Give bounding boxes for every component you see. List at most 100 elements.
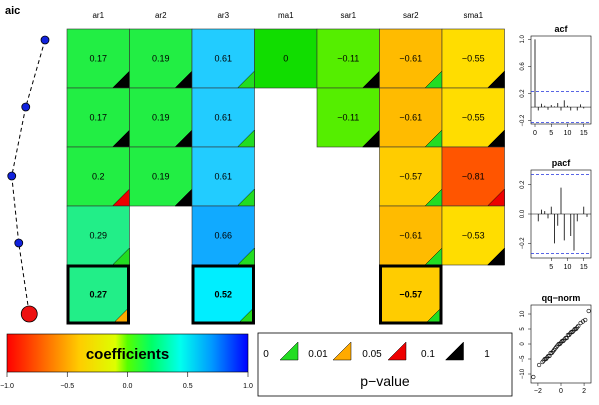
pacf-y-tick-label: −0.2 [520, 237, 526, 250]
pvalue-legend-triangle [387, 341, 407, 361]
pvalue-legend: 0 0.01 0.05 0.1 1 p−value [257, 332, 513, 397]
coefficient-cell [316, 28, 380, 89]
coefficient-value: 0.66 [214, 231, 232, 241]
aic-point [21, 102, 31, 112]
colorbar-tick-label: 0.0 [123, 383, 133, 390]
coefficient-cell [191, 264, 255, 325]
qq-y-tick-label: 0 [520, 342, 526, 346]
pvalue-triangle [486, 247, 505, 266]
coefficient-cell [441, 205, 505, 266]
colorbar-tick-label: 0.5 [183, 383, 193, 390]
pvalue-legend-title: p−value [360, 373, 410, 389]
coefficient-cell [129, 146, 193, 207]
qq-point [576, 323, 581, 329]
coefficient-cell [316, 87, 380, 148]
colorbar-tick-label: −0.5 [60, 383, 74, 390]
pvalue-label: 1 [484, 349, 490, 360]
coefficient-cell [254, 28, 318, 89]
coefficient-value: 0.27 [89, 290, 107, 300]
coefficient-cell [379, 146, 443, 207]
acf-y-tick-label: 0.6 [520, 62, 526, 71]
pacf-y-tick-label: 0.2 [520, 180, 526, 189]
coefficient-cell [66, 87, 130, 148]
pvalue-label: 0.1 [421, 349, 435, 360]
coefficient-value: −0.57 [399, 290, 422, 300]
qq-y-tick-label: −10 [520, 368, 526, 379]
coefficient-value: −0.61 [399, 54, 422, 64]
coefficient-value: 0 [283, 54, 288, 64]
pvalue-label: 0.01 [308, 349, 328, 360]
coefficient-value: −0.55 [462, 113, 485, 123]
acf-x-tick-label: 5 [549, 130, 553, 137]
aic-point [14, 238, 24, 248]
coefficient-value: −0.11 [337, 113, 359, 123]
coefficient-value: −0.53 [462, 231, 485, 241]
coefficient-value: 0.61 [214, 172, 232, 182]
aic-label: aic [5, 5, 20, 17]
pacf-x-tick-label: 15 [580, 264, 588, 271]
aic-line [11, 39, 46, 315]
qq-point [531, 374, 536, 380]
coefficient-cell [191, 87, 255, 148]
coefficient-value: 0.52 [214, 290, 232, 300]
coefficient-value: 0.17 [89, 113, 107, 123]
column-label: ar2 [155, 11, 167, 20]
column-label: sar1 [340, 11, 356, 20]
acf-x-tick-label: 0 [533, 130, 537, 137]
colorbar-title: coefficients [86, 346, 169, 363]
coefficient-cell [379, 205, 443, 266]
colorbar-tick-label: 1.0 [243, 383, 253, 390]
acf-x-tick-label: 15 [580, 130, 588, 137]
qq-point [583, 317, 588, 323]
acf-y-tick-label: 0.2 [520, 89, 526, 98]
colorbar-tick-label: −1.0 [0, 383, 14, 390]
coefficient-value: −0.57 [399, 172, 422, 182]
coefficient-cell [66, 146, 130, 207]
aic-point [7, 171, 17, 181]
pacf-plot: pacf −0.2 0.0 0.2 5 10 15 [520, 158, 592, 271]
coefficient-value: 0.2 [92, 172, 105, 182]
qq-y-tick-label: 5 [520, 327, 526, 331]
qq-point [546, 353, 551, 359]
coefficient-value: −0.81 [462, 172, 485, 182]
coefficient-colorbar: coefficients −1.0 −0.5 0.0 0.5 1.0 [0, 333, 253, 390]
coefficient-value: 0.61 [214, 113, 232, 123]
selected-model-outline [379, 264, 443, 325]
coefficient-value: −0.11 [337, 54, 359, 64]
pacf-title: pacf [552, 158, 572, 168]
selected-model-outline [191, 264, 255, 325]
qq-y-tick-label: 10 [520, 310, 526, 317]
column-label: ar1 [92, 11, 104, 20]
column-label: sma1 [463, 11, 483, 20]
pvalue-legend-box [257, 332, 513, 397]
coefficient-cell [129, 87, 193, 148]
coefficient-cell [441, 87, 505, 148]
qq-point [586, 308, 591, 314]
coefficient-cell [66, 205, 130, 266]
coefficient-cell [441, 28, 505, 89]
coefficient-value: 0.61 [214, 54, 232, 64]
acf-plot: acf −0.2 0.2 0.6 1.0 0 5 10 15 [520, 24, 592, 137]
coefficient-cell [191, 205, 255, 266]
coefficient-value: −0.61 [399, 113, 422, 123]
qq-point [536, 362, 542, 368]
coefficient-cell [379, 264, 443, 325]
aic-point [40, 35, 50, 45]
coefficient-value: 0.19 [152, 54, 170, 64]
pacf-x-tick-label: 10 [564, 264, 572, 271]
coefficient-value: 0.17 [89, 54, 107, 64]
selected-model-outline [66, 264, 130, 325]
acf-y-tick-label: −0.2 [520, 114, 526, 127]
qq-y-tick-label: −5 [520, 355, 526, 363]
aic-point [20, 305, 38, 323]
acf-title: acf [554, 24, 568, 34]
pvalue-legend-triangle [279, 341, 299, 361]
qq-x-tick-label: 0 [559, 388, 563, 395]
coefficient-grid: ar1 ar2 ar3 ma1 sar1 sar2 sma1 0.17 0.19 0.61 0 −0.… [66, 11, 505, 325]
qq-x-tick-label: −2 [534, 388, 542, 395]
acf-frame [530, 35, 592, 125]
coefficient-cell [66, 28, 130, 89]
acf-y-tick-label: 1.0 [520, 35, 526, 44]
pvalue-legend-triangle [444, 341, 464, 361]
